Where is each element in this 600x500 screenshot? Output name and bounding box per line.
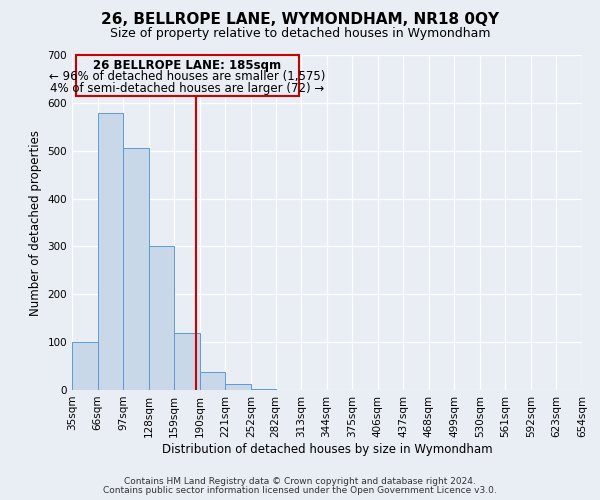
FancyBboxPatch shape bbox=[76, 55, 299, 96]
Bar bbox=[149, 246, 174, 390]
Bar bbox=[200, 372, 225, 390]
Text: ← 96% of detached houses are smaller (1,575): ← 96% of detached houses are smaller (1,… bbox=[49, 70, 326, 84]
Text: 26, BELLROPE LANE, WYMONDHAM, NR18 0QY: 26, BELLROPE LANE, WYMONDHAM, NR18 0QY bbox=[101, 12, 499, 28]
Bar bbox=[98, 114, 123, 390]
Text: 4% of semi-detached houses are larger (72) →: 4% of semi-detached houses are larger (7… bbox=[50, 82, 325, 95]
Bar bbox=[225, 384, 251, 390]
Text: Contains HM Land Registry data © Crown copyright and database right 2024.: Contains HM Land Registry data © Crown c… bbox=[124, 477, 476, 486]
Bar bbox=[251, 388, 275, 390]
X-axis label: Distribution of detached houses by size in Wymondham: Distribution of detached houses by size … bbox=[161, 442, 493, 456]
Text: 26 BELLROPE LANE: 185sqm: 26 BELLROPE LANE: 185sqm bbox=[93, 59, 281, 72]
Text: Contains public sector information licensed under the Open Government Licence v3: Contains public sector information licen… bbox=[103, 486, 497, 495]
Bar bbox=[174, 332, 200, 390]
Bar bbox=[72, 342, 98, 390]
Text: Size of property relative to detached houses in Wymondham: Size of property relative to detached ho… bbox=[110, 28, 490, 40]
Bar bbox=[123, 148, 149, 390]
Y-axis label: Number of detached properties: Number of detached properties bbox=[29, 130, 42, 316]
